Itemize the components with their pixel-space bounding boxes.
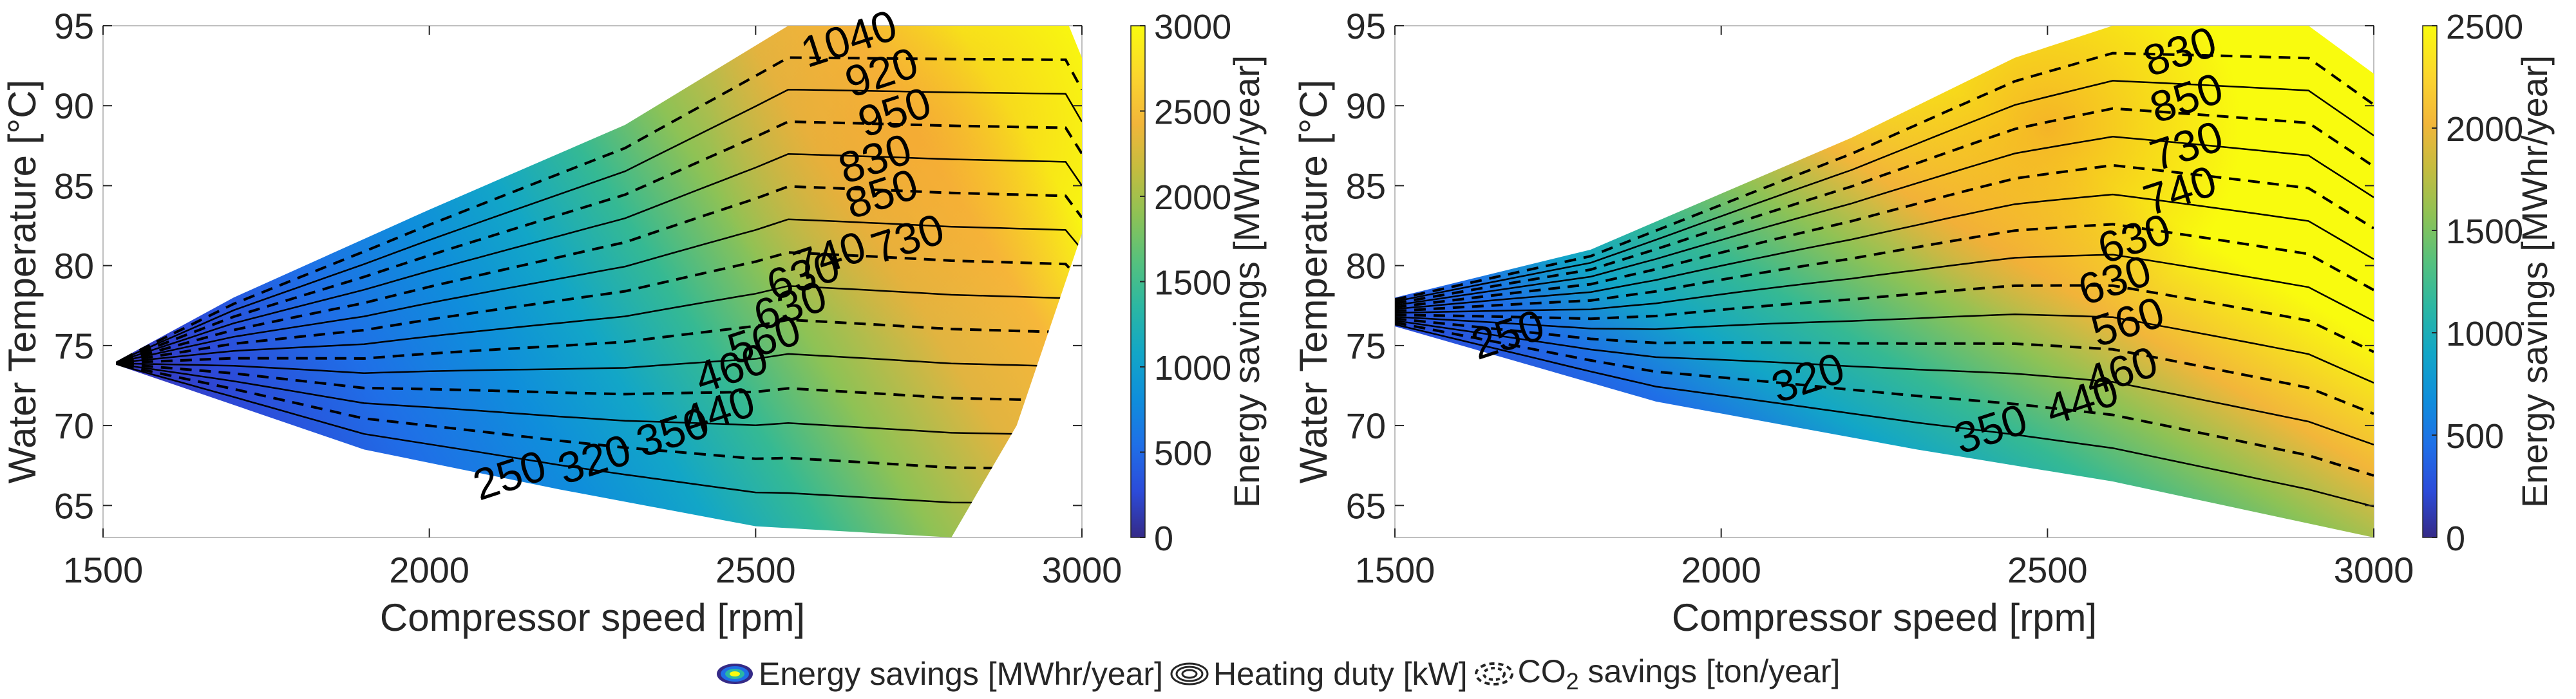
x-tick-label: 2500 xyxy=(2007,550,2088,590)
left-chart-panel: 250 3204405606307308309203504606307408509… xyxy=(1,1,1267,639)
solid-contour-swatch-icon xyxy=(1170,662,1209,685)
legend-item-co2-savings: CO2 savings [ton/year] xyxy=(1474,653,1841,695)
y-tick-label: 90 xyxy=(54,86,94,126)
y-axis-label: Water Temperature [°C] xyxy=(1292,80,1335,484)
x-tick-label: 1500 xyxy=(63,550,144,590)
colorbar-tick-label: 0 xyxy=(1154,519,1173,558)
co2-savings-contour-line xyxy=(116,185,1083,364)
co2-savings-contour-line xyxy=(1395,107,2374,305)
colorbar-tick-label: 3000 xyxy=(1154,8,1231,46)
co2-savings-contour-line xyxy=(1395,284,2374,353)
co2-savings-contour-line xyxy=(116,318,1083,365)
legend-item-heating-duty: Heating duty [kW] xyxy=(1170,655,1468,693)
heating-duty-contour-line xyxy=(1395,136,2374,306)
y-tick-label: 80 xyxy=(54,246,94,286)
x-tick-label: 3000 xyxy=(1042,550,1122,590)
co2-savings-contour-line xyxy=(116,251,1083,364)
x-tick-label: 2000 xyxy=(1681,550,1761,590)
colorbar-tick-label: 500 xyxy=(2446,417,2504,456)
legend-co2-text: CO xyxy=(1517,653,1566,689)
colorbar-tick-label: 2000 xyxy=(1154,178,1231,217)
x-axis-label: Compressor speed [rpm] xyxy=(380,596,805,639)
co2-savings-contour-line xyxy=(1395,321,2374,477)
heating-duty-contour-line xyxy=(116,363,1083,443)
y-axis-label: Water Temperature [°C] xyxy=(1,80,44,484)
y-tick-label: 85 xyxy=(54,165,94,206)
co2-savings-contour-line xyxy=(1395,317,2374,415)
heating-duty-contour-line xyxy=(116,218,1083,364)
legend-label-heating-duty: Heating duty [kW] xyxy=(1213,656,1468,692)
colorbar-tick-label: 1000 xyxy=(1154,349,1231,387)
heating-duty-contour-line xyxy=(1395,313,2374,384)
y-tick-label: 75 xyxy=(54,326,94,366)
heating-duty-contour-line xyxy=(1395,80,2374,303)
legend-co2-rest: savings [ton/year] xyxy=(1578,653,1841,689)
heating-duty-contour-line xyxy=(1395,254,2374,322)
legend-co2-subscript: 2 xyxy=(1566,668,1579,694)
y-tick-label: 95 xyxy=(1346,6,1386,46)
y-tick-label: 80 xyxy=(1346,246,1386,286)
co2-savings-contour-line xyxy=(116,56,1083,364)
legend-label-energy-savings: Energy savings [MWhr/year] xyxy=(759,656,1163,692)
heating-duty-contour-line xyxy=(116,153,1083,364)
x-tick-label: 2500 xyxy=(715,550,796,590)
y-tick-label: 95 xyxy=(54,6,94,46)
colorbar-tick-label: 2500 xyxy=(1154,93,1231,132)
heating-duty-contour-line xyxy=(116,353,1083,378)
heating-duty-contour-line xyxy=(1395,323,2374,508)
heating-duty-contour-line xyxy=(1395,193,2374,310)
co2-savings-contour-line xyxy=(1395,163,2374,309)
co2-savings-contour-line xyxy=(1395,51,2374,301)
colorbar-tick-label: 1500 xyxy=(1154,264,1231,303)
legend-item-energy-savings: Energy savings [MWhr/year] xyxy=(715,655,1163,693)
figure-legend: Energy savings [MWhr/year] Heating duty … xyxy=(715,651,1840,696)
y-tick-label: 65 xyxy=(1346,485,1386,526)
y-tick-label: 65 xyxy=(54,485,94,526)
colorbar-label: Energy savings [MWhr/year] xyxy=(1226,55,1267,508)
colorbar-tick-label: 2000 xyxy=(2446,110,2523,149)
dashed-contour-swatch-icon xyxy=(1474,662,1513,685)
heating-duty-contour-line xyxy=(1395,319,2374,446)
y-tick-label: 90 xyxy=(1346,86,1386,126)
y-tick-label: 70 xyxy=(54,405,94,446)
colorbar-tick-label: 1500 xyxy=(2446,212,2523,251)
x-tick-label: 3000 xyxy=(2334,550,2414,590)
heating-duty-contour-line xyxy=(116,88,1083,363)
colorbar-label: Energy savings [MWhr/year] xyxy=(2514,55,2555,508)
heating-duty-contour-line xyxy=(116,364,1083,507)
co2-savings-contour-line xyxy=(116,120,1083,364)
filled-contour-swatch-icon xyxy=(717,664,753,684)
x-axis-label: Compressor speed [rpm] xyxy=(1672,596,2097,639)
x-tick-label: 2000 xyxy=(389,550,469,590)
colorbar-tick-label: 2500 xyxy=(2446,8,2523,46)
y-tick-label: 70 xyxy=(1346,405,1386,446)
x-tick-label: 1500 xyxy=(1355,550,1435,590)
legend-label-co2-savings: CO2 savings [ton/year] xyxy=(1518,653,1841,695)
figure-canvas: 250 3204405606307308309203504606307408509… xyxy=(1,1,2555,639)
colorbar xyxy=(2422,25,2438,538)
y-tick-label: 75 xyxy=(1346,326,1386,366)
co2-savings-contour-line xyxy=(116,362,1083,411)
heating-duty-contour-line xyxy=(116,285,1083,364)
co2-savings-contour-line xyxy=(1395,223,2374,313)
colorbar-tick-label: 1000 xyxy=(2446,315,2523,353)
y-tick-label: 85 xyxy=(1346,165,1386,206)
colorbar-tick-label: 0 xyxy=(2446,519,2465,558)
colorbar-tick-label: 500 xyxy=(1154,434,1212,473)
